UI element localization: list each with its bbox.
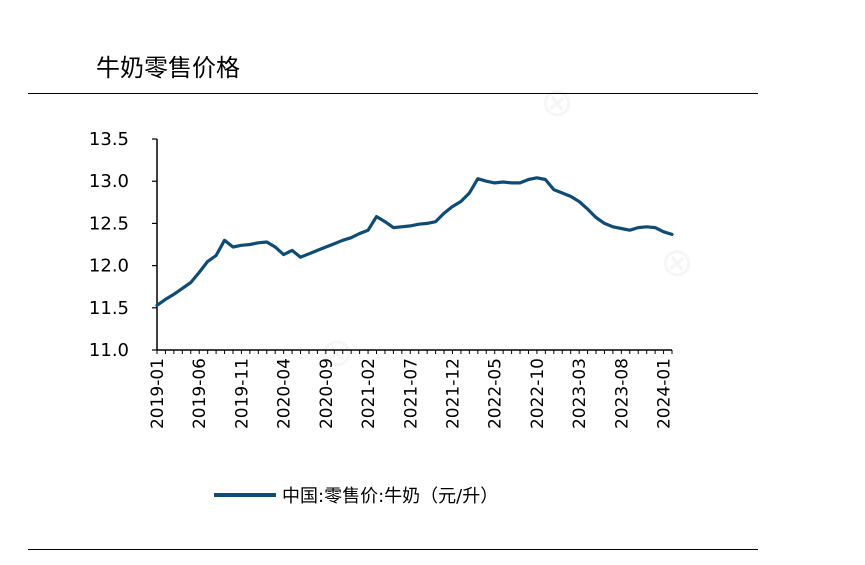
x-tick-label: 2020-04 — [275, 358, 295, 429]
bottom-rule — [28, 549, 758, 550]
top-rule — [28, 93, 758, 94]
x-tick-label: 2024-01 — [655, 358, 675, 429]
chart-legend: 中国:零售价:牛奶（元/升） — [214, 481, 498, 509]
x-tick-label: 2023-03 — [570, 358, 590, 429]
series-line-milk-price — [155, 176, 674, 307]
x-tick-label: 2021-12 — [443, 358, 463, 429]
chart-title: 牛奶零售价格 — [96, 54, 240, 82]
x-tick-label: 2022-05 — [486, 358, 506, 429]
legend-line-swatch — [214, 493, 276, 497]
y-tick-label: 12.0 — [89, 256, 129, 277]
y-tick-label: 11.5 — [89, 298, 129, 319]
x-tick-label: 2021-02 — [359, 358, 379, 429]
y-tick-label: 11.0 — [89, 340, 129, 361]
x-tick-label: 2023-08 — [612, 358, 632, 429]
x-tick-label: 2021-07 — [401, 358, 421, 429]
x-tick-label: 2019-11 — [232, 358, 252, 429]
legend-label: 中国:零售价:牛奶（元/升） — [282, 486, 499, 507]
y-tick-label: 12.5 — [89, 213, 129, 234]
y-tick-label: 13.5 — [89, 129, 129, 150]
x-tick-label: 2020-09 — [317, 358, 337, 429]
y-tick-label: 13.0 — [89, 171, 129, 192]
x-tick-label: 2019-01 — [148, 358, 168, 429]
x-tick-label: 2019-06 — [190, 358, 210, 429]
x-tick-label: 2022-10 — [528, 358, 548, 429]
